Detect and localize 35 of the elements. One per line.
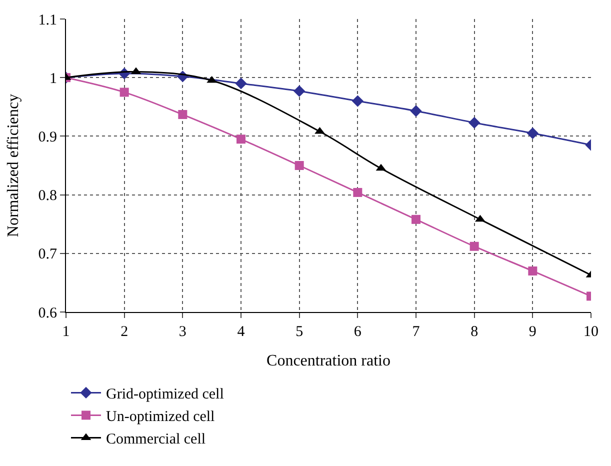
x-axis-title: Concentration ratio [266, 352, 390, 370]
point [470, 242, 479, 251]
x-tick-label: 9 [528, 324, 536, 340]
x-tick-label: 2 [120, 324, 128, 340]
y-tick-label: 1.1 [38, 12, 57, 28]
point [526, 127, 539, 140]
x-tick-label: 5 [296, 324, 304, 340]
y-tick-label: 0.6 [38, 305, 58, 322]
y-tick-label: 0.9 [38, 129, 57, 146]
point [236, 134, 246, 144]
x-tick-label: 3 [178, 324, 186, 340]
y-tick-label: 1 [50, 70, 57, 87]
point [178, 110, 188, 120]
legend-label: Grid-optimized cell [106, 386, 224, 403]
point [235, 78, 247, 90]
point [120, 88, 129, 97]
point [412, 214, 420, 224]
legend-label: Un-optimized cell [106, 409, 215, 426]
x-tick-label: 6 [354, 324, 362, 340]
point [410, 105, 422, 117]
point [352, 95, 364, 107]
point [294, 161, 304, 170]
x-tick-label: 7 [412, 324, 420, 340]
x-tick-label: 4 [237, 324, 246, 340]
y-axis-title: Normalized efficiency [5, 94, 22, 238]
x-tick-label: 10 [584, 324, 598, 340]
y-tick-label: 0.8 [38, 188, 57, 204]
x-tick-label: 8 [470, 324, 478, 340]
x-tick-label: 1 [62, 324, 70, 340]
y-tick-label: 0.7 [38, 246, 58, 263]
point [353, 188, 362, 197]
point [528, 266, 538, 276]
legend-label: Commercial cell [106, 432, 206, 448]
point [468, 116, 480, 129]
point [293, 85, 306, 97]
